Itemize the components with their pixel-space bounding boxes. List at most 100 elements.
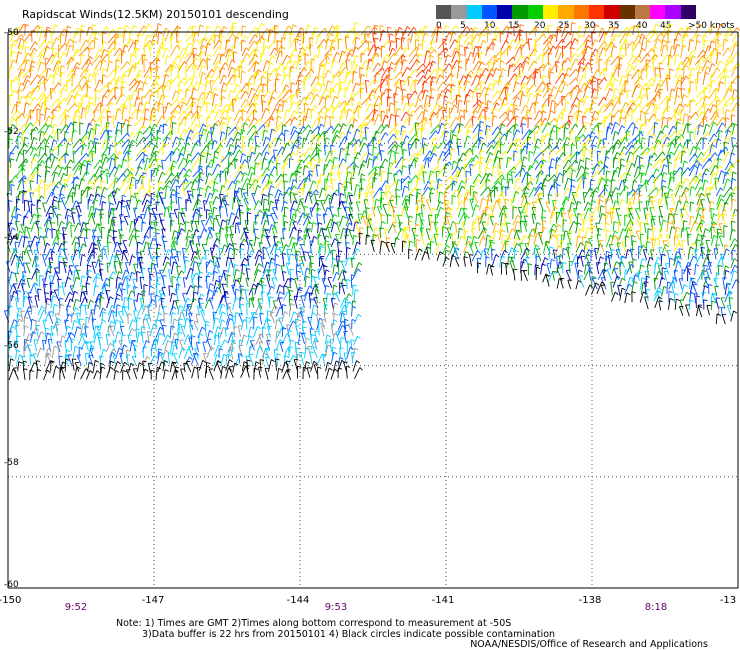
wind-barb-feather xyxy=(430,180,435,184)
wind-barb xyxy=(129,54,132,64)
wind-barb-feather xyxy=(361,73,366,77)
wind-barb xyxy=(708,80,713,93)
wind-barb-feather xyxy=(158,164,163,168)
wind-barb-feather xyxy=(230,144,234,148)
wind-barb-feather xyxy=(523,156,528,160)
wind-barb-feather xyxy=(705,123,710,127)
wind-barb xyxy=(346,161,355,171)
wind-barb-feather xyxy=(231,59,236,63)
wind-barb xyxy=(113,177,116,190)
wind-barb-feather xyxy=(368,152,373,156)
wind-barb-feather xyxy=(83,94,87,98)
wind-barb-feather xyxy=(271,128,276,132)
wind-barb xyxy=(504,87,507,101)
wind-barb-feather xyxy=(447,115,452,119)
wind-barb-feather xyxy=(573,87,577,91)
wind-barb-feather xyxy=(154,123,158,128)
wind-barb-feather xyxy=(652,146,656,150)
wind-barb-feather xyxy=(438,57,443,60)
wind-barb-feather xyxy=(654,54,659,57)
wind-barb xyxy=(218,145,220,157)
wind-barb-feather xyxy=(52,109,57,112)
wind-barb xyxy=(255,173,264,185)
wind-barb xyxy=(304,24,309,36)
wind-barb-feather xyxy=(55,171,59,175)
wind-barb xyxy=(660,39,664,52)
wind-barb xyxy=(17,95,23,106)
wind-barb xyxy=(652,158,661,169)
wind-barb xyxy=(631,104,639,115)
wind-barb xyxy=(331,96,336,107)
wind-barb-feather xyxy=(728,88,733,92)
wind-barb-feather xyxy=(135,39,140,43)
wind-barb-feather xyxy=(418,53,423,57)
wind-barb xyxy=(246,125,255,135)
wind-barb-feather xyxy=(520,44,525,47)
wind-barb-feather xyxy=(657,38,662,42)
wind-barb xyxy=(603,102,612,113)
wind-barb xyxy=(723,27,730,38)
wind-barb xyxy=(645,102,653,114)
wind-barb xyxy=(653,122,656,136)
wind-barb xyxy=(512,138,519,147)
wind-barb xyxy=(618,137,626,149)
wind-barb xyxy=(380,60,385,72)
wind-barb xyxy=(456,129,459,140)
wind-barb-feather xyxy=(237,131,242,136)
wind-barb-feather xyxy=(141,95,146,99)
wind-barb-feather xyxy=(731,81,736,84)
wind-barb-feather xyxy=(226,179,230,184)
wind-barb-feather xyxy=(676,43,681,47)
wind-barb xyxy=(668,111,678,122)
wind-barb-feather xyxy=(716,96,720,101)
wind-barb xyxy=(234,88,242,99)
wind-barb-feather xyxy=(424,89,429,93)
wind-barb-feather xyxy=(261,36,265,41)
wind-barb xyxy=(590,96,595,108)
wind-barb-feather xyxy=(237,126,241,131)
wind-barb xyxy=(366,59,370,71)
wind-barb-feather xyxy=(256,144,261,148)
wind-barb-feather xyxy=(179,88,184,92)
wind-barb xyxy=(193,65,196,78)
wind-barb-feather xyxy=(667,99,672,102)
wind-barb-feather xyxy=(304,75,309,79)
wind-barb xyxy=(308,44,311,56)
wind-barb xyxy=(681,36,684,50)
wind-barb-feather xyxy=(149,61,154,64)
wind-barb-feather xyxy=(135,61,140,65)
wind-barb xyxy=(170,115,173,128)
wind-barb-feather xyxy=(527,174,532,177)
wind-barb-feather xyxy=(245,35,249,39)
wind-barb-feather xyxy=(182,182,187,185)
wind-barb xyxy=(526,76,532,86)
wind-barb-feather xyxy=(147,75,151,79)
wind-barb xyxy=(38,40,45,50)
wind-barb xyxy=(534,93,538,107)
wind-barb-feather xyxy=(638,55,642,59)
wind-barb-feather xyxy=(48,40,53,44)
wind-barb-feather xyxy=(464,46,469,49)
wind-barb xyxy=(716,97,725,108)
wind-barb xyxy=(241,25,243,37)
wind-barb xyxy=(329,116,332,128)
wind-barb-feather xyxy=(124,179,129,184)
wind-barb xyxy=(731,66,737,77)
wind-barb xyxy=(451,47,456,57)
wind-barb-feather xyxy=(326,53,331,56)
wind-barb-feather xyxy=(403,95,408,99)
wind-barb xyxy=(480,186,489,196)
wind-barb-feather xyxy=(447,101,452,104)
wind-barb-feather xyxy=(603,104,607,108)
wind-barb-feather xyxy=(208,172,213,176)
wind-barb-feather xyxy=(149,89,153,94)
wind-barb-feather xyxy=(195,142,199,147)
wind-barb xyxy=(458,123,461,134)
wind-barb-feather xyxy=(480,120,485,124)
scale-swatch xyxy=(481,5,498,19)
wind-barb-feather xyxy=(646,59,651,62)
wind-barb xyxy=(730,43,736,57)
wind-barb xyxy=(729,62,739,73)
wind-barb xyxy=(645,65,648,79)
wind-barb-feather xyxy=(457,138,462,141)
